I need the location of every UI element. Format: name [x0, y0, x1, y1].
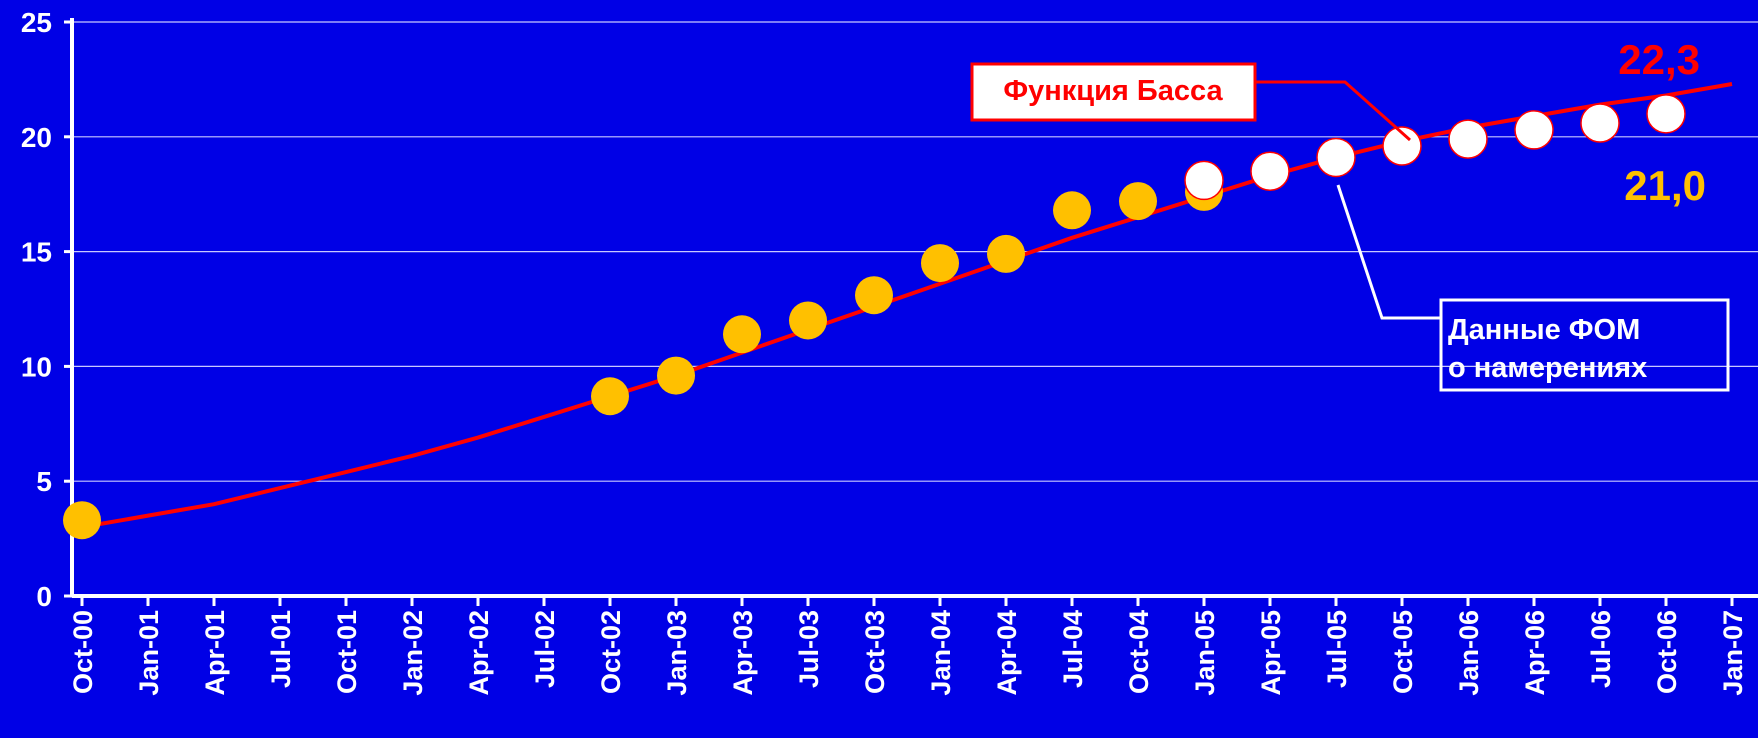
data-point	[1119, 182, 1157, 221]
x-tick-label: Oct-06	[1652, 610, 1682, 694]
value-label: 21,0	[1624, 162, 1706, 209]
callout-box	[1439, 298, 1730, 392]
leader-line	[1336, 184, 1440, 320]
y-tick-label: 20	[21, 122, 52, 153]
data-point	[987, 234, 1025, 273]
x-tick-label: Jul-01	[266, 610, 296, 688]
data-point	[63, 501, 101, 540]
x-tick-label: Apr-03	[728, 610, 758, 696]
x-tick-label: Oct-01	[332, 610, 362, 694]
y-tick-label: 5	[36, 466, 52, 497]
callout-box	[970, 62, 1257, 122]
data-point	[1646, 94, 1686, 134]
data-point	[855, 276, 893, 315]
data-point	[789, 301, 827, 340]
x-tick-label: Jan-04	[926, 610, 956, 696]
data-point	[1382, 126, 1422, 166]
x-tick-label: Oct-03	[860, 610, 890, 694]
x-tick-label: Jul-05	[1322, 610, 1352, 688]
x-tick-label: Oct-05	[1388, 610, 1418, 694]
grid: 0 5 10 15 20 25 Oct-00 Jan-01 Apr-01 Jul-01 Oct-01…	[21, 7, 1758, 696]
x-tick-label: Jan-05	[1190, 610, 1220, 696]
data-point	[921, 244, 959, 283]
x-tick-label: Jan-07	[1718, 610, 1748, 696]
marks: 22,3 21,0	[63, 36, 1733, 540]
value-label: 22,3	[1618, 36, 1700, 83]
x-tick-label: Jan-02	[398, 610, 428, 696]
data-point	[1053, 191, 1091, 230]
x-tick-label: Oct-04	[1124, 610, 1154, 694]
x-tick-label: Apr-02	[464, 610, 494, 696]
y-tick-label: 25	[21, 7, 52, 38]
y-tick-label: 10	[21, 351, 52, 382]
x-tick-label: Jan-03	[662, 610, 692, 696]
x-tick-label: Oct-02	[596, 610, 626, 694]
x-tick-label: Jan-06	[1454, 610, 1484, 696]
x-tick-label: Apr-04	[992, 610, 1022, 696]
x-tick-label: Jul-02	[530, 610, 560, 688]
x-tick-label: Jan-01	[134, 610, 164, 696]
x-tick-label: Jul-04	[1058, 610, 1088, 688]
callout-text: Функция Басса	[1003, 75, 1223, 107]
callout-text: Данные ФОМ	[1448, 314, 1640, 346]
leader-line	[1255, 80, 1411, 142]
y-tick-label: 15	[21, 237, 52, 268]
data-point	[1184, 160, 1224, 201]
data-point	[1514, 110, 1554, 150]
data-point	[591, 377, 629, 416]
x-tick-label: Jul-06	[1586, 610, 1616, 688]
callout-text: о намерениях	[1448, 352, 1647, 384]
data-point	[1580, 103, 1620, 143]
data-point	[657, 356, 695, 395]
data-point	[1316, 137, 1356, 178]
x-tick-label: Apr-05	[1256, 610, 1286, 696]
data-point	[1448, 119, 1488, 159]
data-point	[723, 315, 761, 354]
x-tick-label: Apr-06	[1520, 610, 1550, 696]
data-point	[1250, 151, 1290, 191]
x-tick-label: Oct-00	[68, 610, 98, 694]
x-tick-label: Jul-03	[794, 610, 824, 688]
y-tick-label: 0	[36, 581, 52, 612]
x-tick-label: Apr-01	[200, 610, 230, 696]
